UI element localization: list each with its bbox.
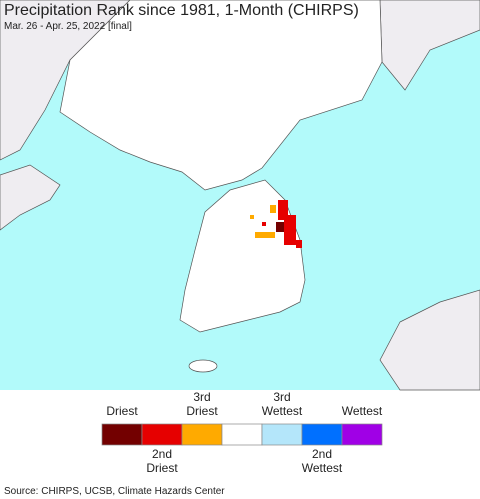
legend-label: Driest	[146, 461, 178, 475]
subtitle: Mar. 26 - Apr. 25, 2022 [final]	[4, 21, 132, 32]
legend-label: Driest	[106, 404, 138, 418]
legend-swatch	[221, 423, 263, 446]
title: Precipitation Rank since 1981, 1-Month (…	[4, 2, 359, 19]
legend-label: 3rd	[193, 390, 210, 404]
legend-label: Driest	[186, 404, 218, 418]
legend-swatch	[301, 423, 343, 446]
legend-swatch	[261, 423, 303, 446]
legend-label: 3rd	[273, 390, 290, 404]
cell	[276, 222, 284, 232]
legend-swatch	[181, 423, 223, 446]
cell	[284, 215, 296, 245]
rank-cells	[250, 200, 302, 248]
map	[0, 0, 480, 391]
legend-swatch	[341, 423, 383, 446]
cell	[270, 205, 276, 213]
source: Source: CHIRPS, UCSB, Climate Hazards Ce…	[4, 486, 225, 497]
jeju-island	[188, 359, 218, 373]
cell	[278, 200, 288, 220]
north-korea	[59, 0, 383, 191]
shandong-land	[0, 164, 61, 231]
legend-label: Wettest	[262, 404, 303, 418]
cell	[255, 232, 275, 238]
cell	[250, 215, 254, 219]
legend-label: 2nd	[152, 447, 172, 461]
legend-swatch	[101, 423, 143, 446]
cell	[296, 240, 302, 248]
legend-label: Wettest	[342, 404, 383, 418]
china-land	[0, 0, 131, 161]
japan-land	[379, 289, 480, 391]
cell	[262, 222, 266, 226]
legend-swatch	[141, 423, 183, 446]
legend-label: 2nd	[312, 447, 332, 461]
legend-label: Wettest	[302, 461, 343, 475]
legend	[101, 423, 383, 446]
